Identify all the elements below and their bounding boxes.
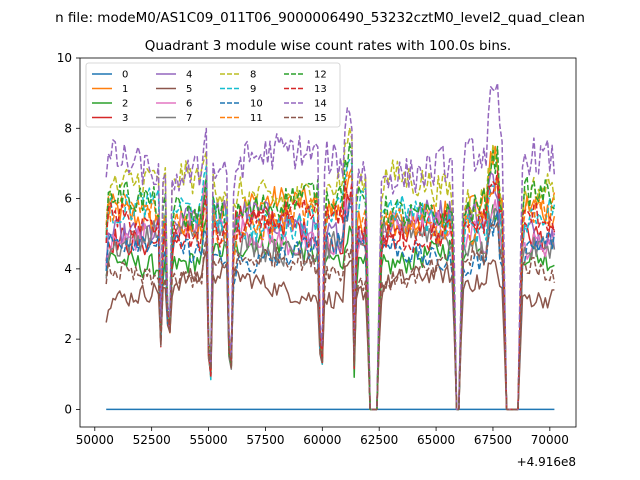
chart-title: Quadrant 3 module wise count rates with …: [145, 38, 511, 54]
legend-label: 10: [250, 99, 263, 110]
x-tick-label: 67500: [474, 433, 512, 447]
legend-label: 8: [250, 70, 256, 81]
series-line-9: [105, 158, 556, 411]
series-line-5: [105, 249, 555, 411]
legend-label: 2: [122, 99, 128, 110]
series-line-12: [105, 142, 555, 411]
x-tick-label: 57500: [246, 433, 284, 447]
legend-label: 11: [250, 113, 263, 124]
x-tick-label: 65000: [417, 433, 455, 447]
y-tick-label: 10: [57, 51, 72, 65]
series-line-14: [105, 82, 556, 411]
legend-label: 15: [314, 113, 327, 124]
figure-suptitle: n file: modeM0/AS1C09_011T06_9000006490_…: [55, 10, 585, 26]
y-tick-label: 0: [64, 402, 72, 416]
series-line-15: [105, 222, 556, 411]
y-axis: 0 2 4 6 8 10: [57, 51, 80, 416]
series-layer: [105, 82, 556, 411]
x-tick-label: 52500: [133, 433, 171, 447]
series-line-10: [105, 202, 556, 411]
x-tick-label: 70000: [531, 433, 569, 447]
x-tick-label: 60000: [303, 433, 341, 447]
y-tick-label: 4: [64, 262, 72, 276]
legend-label: 6: [186, 99, 192, 110]
x-offset-label: +4.916e8: [517, 455, 576, 469]
legend-label: 4: [186, 70, 192, 81]
legend-label: 7: [186, 113, 192, 124]
x-tick-label: 62500: [360, 433, 398, 447]
legend-label: 12: [314, 70, 327, 81]
plot-frame: [79, 57, 577, 428]
x-tick-label: 55000: [189, 433, 227, 447]
legend-label: 0: [122, 70, 128, 81]
series-line-11: [105, 171, 556, 411]
series-line-13: [105, 170, 556, 411]
series-line-2: [105, 204, 555, 411]
legend-label: 5: [186, 84, 192, 95]
y-tick-label: 8: [64, 121, 72, 135]
legend-label: 3: [122, 113, 128, 124]
legend-box: [85, 62, 341, 128]
legend-label: 13: [314, 84, 327, 95]
y-tick-label: 6: [64, 192, 72, 206]
y-tick-label: 2: [64, 332, 72, 346]
legend-label: 14: [314, 99, 327, 110]
x-tick-label: 50000: [76, 433, 114, 447]
x-axis: 50000 52500 55000 57500 60000 62500 65000 67500…: [76, 427, 569, 447]
legend-label: 9: [250, 84, 256, 95]
legend-label: 1: [122, 84, 128, 95]
